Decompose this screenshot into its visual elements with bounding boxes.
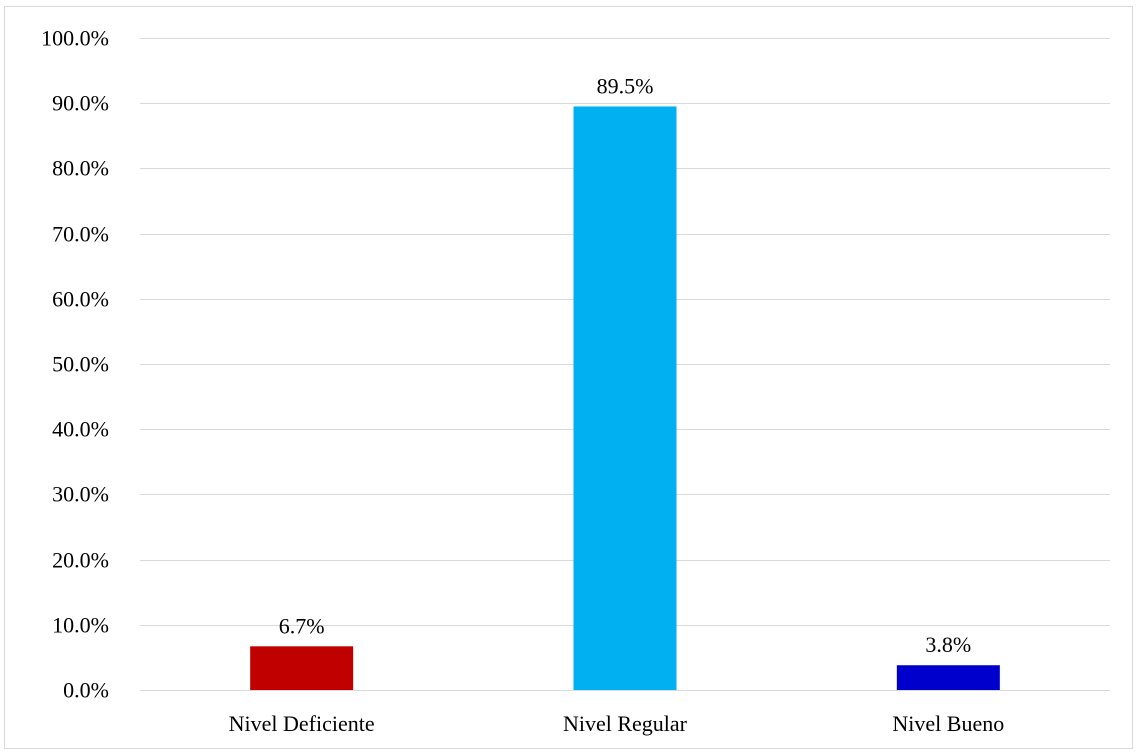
bar	[573, 106, 677, 690]
bars	[250, 106, 1000, 690]
x-axis-tick-labels: Nivel Deficiente Nivel Regular Nivel Bueno	[229, 711, 1005, 736]
y-axis-tick-labels: 0.0% 10.0% 20.0% 30.0% 40.0% 50.0% 60.0% 70.0% 8…	[41, 26, 109, 703]
data-label: 6.7%	[279, 613, 325, 638]
y-tick-label: 50.0%	[52, 352, 109, 377]
x-tick-label: Nivel Bueno	[892, 711, 1004, 736]
y-tick-label: 90.0%	[52, 91, 109, 116]
y-tick-label: 100.0%	[41, 26, 109, 51]
data-label: 3.8%	[925, 632, 971, 657]
bar	[896, 665, 1000, 690]
y-tick-label: 70.0%	[52, 222, 109, 247]
y-tick-label: 40.0%	[52, 417, 109, 442]
y-tick-label: 80.0%	[52, 156, 109, 181]
x-tick-label: Nivel Deficiente	[229, 711, 375, 736]
y-tick-label: 60.0%	[52, 287, 109, 312]
x-tick-label: Nivel Regular	[563, 711, 688, 736]
data-labels: 6.7% 89.5% 3.8%	[279, 73, 971, 657]
y-tick-label: 0.0%	[63, 678, 109, 703]
y-tick-label: 20.0%	[52, 548, 109, 573]
y-tick-label: 30.0%	[52, 482, 109, 507]
bar	[250, 646, 354, 690]
y-tick-label: 10.0%	[52, 613, 109, 638]
data-label: 89.5%	[597, 73, 654, 98]
